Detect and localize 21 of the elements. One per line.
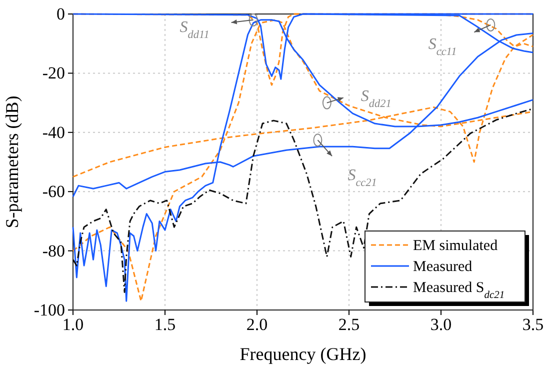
x-tick-label: 1.0 <box>62 315 84 334</box>
y-tick-label: -20 <box>42 64 65 83</box>
legend-label: Measured <box>413 259 473 275</box>
x-tick-label: 3.5 <box>522 315 544 334</box>
annotation: S$_{cc21}$ <box>348 167 377 190</box>
y-tick-label: -40 <box>42 122 65 142</box>
y-tick-label: -60 <box>42 182 65 202</box>
annotation: S$_{cc11}$ <box>428 36 457 58</box>
x-tick-label: 2.5 <box>338 315 360 334</box>
x-tick-label: 3.0 <box>430 315 452 334</box>
x-tick-label: 1.5 <box>154 315 176 334</box>
y-axis-title: S-parameters (dB) <box>2 96 22 228</box>
x-tick-label: 2.0 <box>246 315 268 334</box>
x-axis-title: Frequency (GHz) <box>240 344 366 364</box>
y-tick-label: -100 <box>34 300 65 320</box>
y-tick-label: -80 <box>42 241 65 260</box>
legend-label: EM simulated <box>413 238 498 254</box>
legend-label: Measured S$_{dc21}$ <box>413 280 505 300</box>
annotation: S$_{dd21}$ <box>360 88 392 110</box>
y-tick-label: 0 <box>56 4 65 24</box>
annotation: S$_{dd11}$ <box>180 18 210 41</box>
